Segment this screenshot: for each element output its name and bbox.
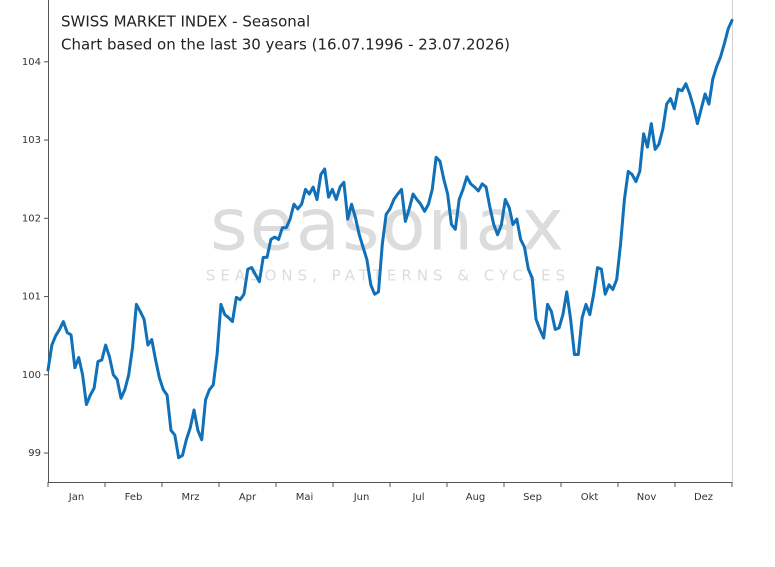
watermark-tagline: SEASONS, PATTERNS & CYCLES	[206, 267, 570, 285]
x-tick-label: Apr	[239, 492, 257, 503]
x-tick-label: Jun	[353, 492, 370, 503]
series-line	[46, 18, 734, 460]
x-tick-label: Sep	[523, 492, 542, 503]
x-tick-label: Mrz	[182, 492, 200, 503]
x-tick-label: Nov	[637, 492, 657, 503]
x-tick-label: Aug	[466, 492, 486, 503]
chart-subtitle: Chart based on the last 30 years (16.07.…	[61, 36, 510, 54]
x-tick-label: Feb	[125, 492, 143, 503]
y-tick-label: 104	[22, 57, 41, 68]
x-tick-label: Okt	[581, 492, 599, 503]
x-tick-label: Dez	[694, 492, 713, 503]
x-tick-label: Jul	[411, 492, 424, 503]
y-tick-label: 100	[22, 370, 41, 381]
y-tick-label: 101	[22, 292, 41, 303]
x-tick-label: Jan	[68, 492, 84, 503]
y-tick-label: 103	[22, 135, 41, 146]
x-tick-label: Mai	[296, 492, 314, 503]
y-tick-label: 99	[28, 448, 41, 459]
chart-title: SWISS MARKET INDEX - Seasonal	[61, 13, 310, 31]
y-tick-label: 102	[22, 213, 41, 224]
